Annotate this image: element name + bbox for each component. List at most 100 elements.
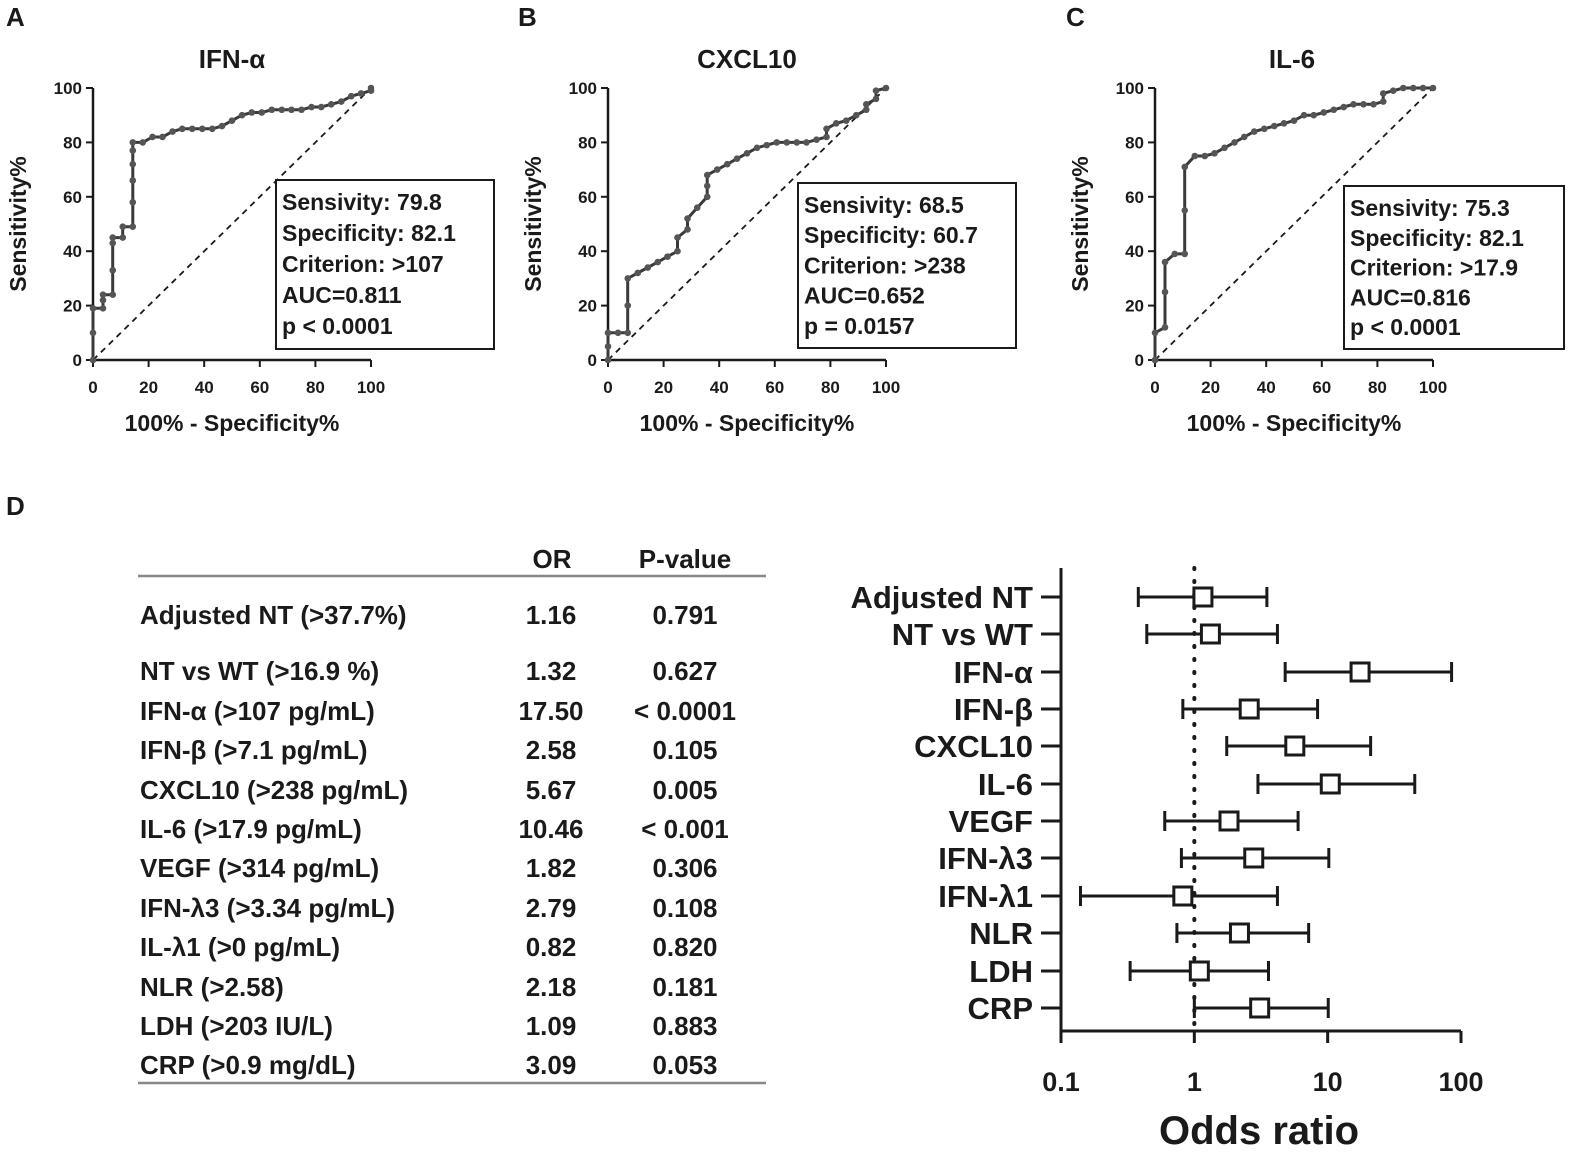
forest-x-tick-label: 1 (1187, 1067, 1202, 1097)
x-tick-label: 60 (1312, 378, 1331, 397)
forest-x-tick-label: 100 (1438, 1067, 1483, 1097)
stats-line: Sensivity: 68.5 (804, 192, 964, 218)
forest-x-tick-label: 10 (1313, 1067, 1343, 1097)
table-row-or: 3.09 (526, 1050, 577, 1080)
x-tick-label: 0 (88, 378, 97, 397)
roc-point (208, 125, 216, 133)
roc-point (159, 133, 166, 141)
roc-point (1280, 120, 1288, 127)
table-row-label: LDH (>203 IU/L) (140, 1011, 333, 1041)
roc-point (357, 90, 365, 97)
roc-point (1350, 101, 1357, 108)
roc-point (743, 149, 751, 157)
roc-point (1161, 324, 1169, 331)
roc-point (684, 215, 691, 222)
roc-point (119, 234, 127, 241)
or-marker (1284, 735, 1306, 757)
roc-point (278, 106, 286, 114)
roc-point (1181, 163, 1189, 171)
roc-point (109, 266, 117, 274)
stats-line: Sensivity: 75.3 (1350, 195, 1510, 221)
or-marker (1188, 960, 1210, 982)
x-tick-label: 20 (1201, 378, 1220, 397)
table-row-or: 2.79 (526, 893, 577, 923)
roc-point (109, 291, 117, 299)
roc-point (1360, 101, 1367, 108)
y-tick-label: 20 (63, 297, 82, 316)
roc-point (1240, 133, 1248, 141)
stats-line: p < 0.0001 (1350, 314, 1461, 340)
table-row-label: VEGF (>314 pg/mL) (140, 853, 379, 883)
y-axis-label: Sensitivity% (5, 156, 31, 292)
or-marker (1228, 922, 1250, 944)
x-tick-label: 80 (1368, 378, 1387, 397)
table-row-or: 5.67 (526, 775, 577, 805)
stats-line: Specificity: 82.1 (282, 220, 456, 246)
or-marker (1243, 847, 1265, 869)
roc-point (347, 92, 355, 100)
roc-point (823, 125, 830, 133)
roc-point (604, 329, 612, 337)
roc-point (1340, 103, 1348, 111)
roc-point (823, 133, 830, 141)
table-row-or: 1.82 (526, 853, 577, 883)
table-row-pvalue: < 0.0001 (634, 696, 736, 726)
roc-point (1330, 106, 1338, 114)
roc-point (1379, 98, 1387, 105)
table-row-pvalue: 0.181 (652, 972, 717, 1002)
roc-point (248, 109, 256, 116)
roc-point (228, 117, 236, 124)
roc-point (238, 111, 246, 119)
forest-category-label: CXCL10 (914, 729, 1033, 764)
roc-point (129, 198, 137, 206)
or-marker (1199, 623, 1221, 645)
roc-point (337, 98, 345, 105)
table-row-pvalue: 0.791 (652, 600, 717, 630)
roc-point (169, 128, 176, 135)
x-tick-label: 100 (872, 378, 900, 397)
x-axis-label: 100% - Specificity% (640, 410, 855, 436)
y-tick-label: 40 (63, 242, 82, 261)
y-tick-label: 60 (63, 188, 82, 207)
roc-point (1250, 128, 1258, 135)
chart-title: IL-6 (1269, 44, 1315, 74)
table-row-label: CXCL10 (>238 pg/mL) (140, 775, 408, 805)
roc-point (149, 133, 156, 141)
roc-point (733, 155, 741, 163)
or-marker (1349, 661, 1371, 683)
stats-box (1343, 185, 1565, 350)
roc-point (1161, 288, 1169, 296)
table-header-or: OR (533, 544, 572, 574)
roc-point (674, 247, 681, 255)
x-tick-label: 60 (250, 378, 269, 397)
roc-point (1151, 356, 1159, 364)
roc-point (1399, 84, 1407, 92)
x-tick-label: 100 (1419, 378, 1447, 397)
forest-category-label: VEGF (949, 804, 1033, 839)
roc-point (89, 329, 97, 337)
or-marker (1249, 997, 1271, 1019)
stats-box (275, 179, 495, 350)
roc-point (862, 101, 870, 108)
y-tick-label: 80 (578, 133, 597, 152)
roc-point (119, 223, 127, 231)
y-tick-label: 100 (1116, 79, 1144, 98)
y-tick-label: 100 (569, 79, 597, 98)
table-row-or: 10.46 (518, 814, 583, 844)
roc-point (89, 305, 97, 312)
roc-point (1191, 152, 1199, 160)
roc-point (1161, 258, 1169, 266)
stats-line: p < 0.0001 (282, 313, 393, 339)
reference-diagonal (607, 87, 887, 361)
x-tick-label: 80 (306, 378, 325, 397)
table-row-pvalue: 0.053 (652, 1050, 717, 1080)
roc-point (664, 253, 671, 260)
roc-point (129, 160, 137, 168)
y-tick-label: 0 (73, 351, 82, 370)
or-marker (1172, 885, 1194, 907)
roc-point (783, 139, 791, 146)
roc-point (703, 182, 711, 190)
roc-point (1320, 109, 1328, 116)
x-axis-label: 100% - Specificity% (125, 410, 340, 436)
